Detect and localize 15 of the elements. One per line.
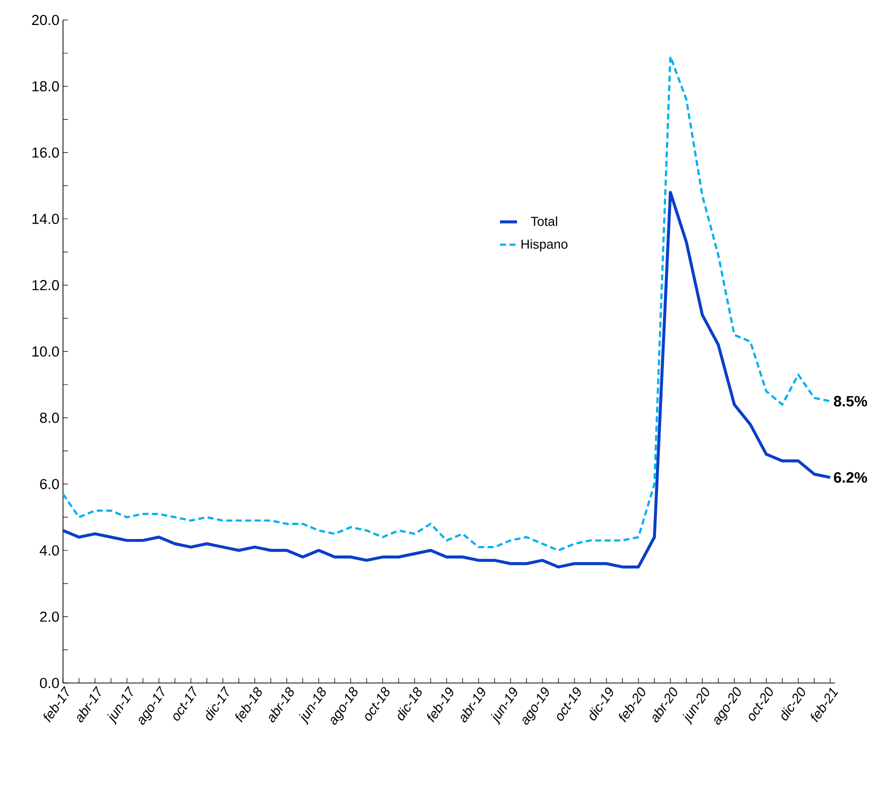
data-label: 6.2%: [834, 472, 868, 483]
y-tick-label: 12.0: [32, 280, 59, 290]
y-tick-label: 16.0: [32, 147, 59, 158]
y-tick-label: 10.0: [32, 346, 59, 357]
y-tick-label: 6.0: [40, 478, 59, 490]
y-tick-label: 2.0: [40, 612, 59, 622]
y-tick-label: 0.0: [40, 678, 59, 688]
y-tick-label: 4.0: [40, 545, 59, 556]
y-tick-label: 18.0: [32, 81, 59, 92]
y-tick-label: 8.0: [40, 412, 59, 423]
y-tick-label: 14.0: [32, 214, 59, 224]
legend-label: Total: [530, 216, 558, 226]
data-label: 8.5%: [834, 396, 868, 406]
y-tick-label: 20.0: [32, 14, 59, 26]
legend-label: Hispano: [522, 239, 568, 252]
